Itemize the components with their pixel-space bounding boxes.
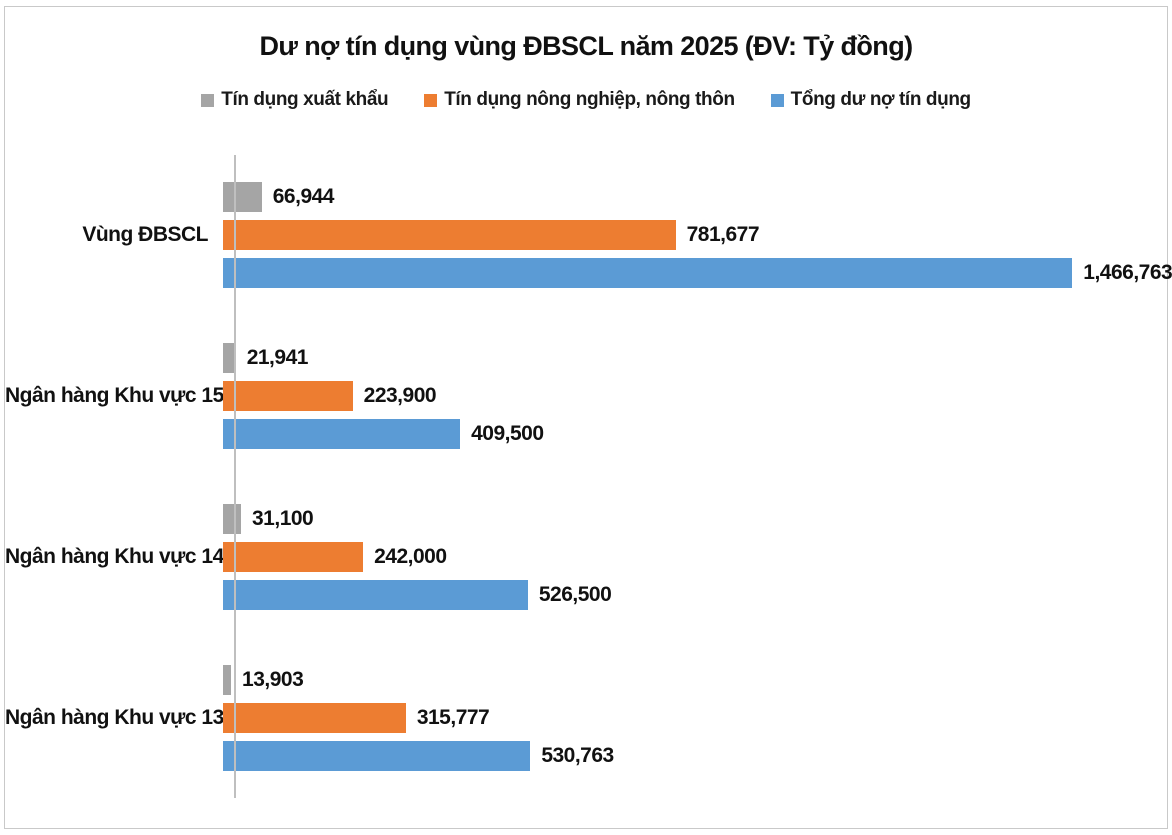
chart-title: Dư nợ tín dụng vùng ĐBSCL năm 2025 (ĐV: … — [259, 31, 914, 61]
bar-row: 13,903 — [223, 664, 1161, 695]
value-label: 781,677 — [686, 223, 760, 247]
category-group: Ngân hàng Khu vực 15 21,941 223,900 409,500 — [5, 343, 1161, 450]
chart-legend: Tín dụng xuất khẩu Tín dụng nông nghiệp, … — [5, 89, 1167, 111]
y-axis-line — [234, 155, 236, 798]
value-label: 13,903 — [242, 667, 304, 691]
bar-row: 21,941 — [223, 343, 1161, 374]
value-label: 526,500 — [538, 582, 612, 606]
bar-row: 409,500 — [223, 419, 1161, 450]
value-label: 21,941 — [246, 346, 309, 370]
value-label: 1,466,763 — [1083, 261, 1172, 285]
category-label: Ngân hàng Khu vực 15 — [5, 384, 224, 408]
bar — [223, 664, 232, 695]
category-label: Ngân hàng Khu vực 14 — [5, 544, 224, 568]
legend-swatch-icon — [201, 93, 215, 107]
legend-item: Tổng dư nợ tín dụng — [770, 89, 971, 111]
bar-row: 315,777 — [223, 702, 1161, 733]
value-label: 66,944 — [272, 185, 335, 209]
bar — [223, 579, 528, 610]
bar-row: 242,000 — [223, 541, 1161, 572]
bar — [223, 419, 461, 450]
bar-row: 31,100 — [223, 503, 1161, 534]
value-label: 31,100 — [252, 506, 314, 530]
bar — [223, 702, 406, 733]
category-label: Vùng ĐBSCL — [82, 223, 208, 247]
bar — [223, 541, 364, 572]
legend-item: Tín dụng xuất khẩu — [201, 89, 389, 111]
bar — [223, 220, 676, 251]
bar — [223, 343, 236, 374]
bar-row: 530,763 — [223, 740, 1161, 771]
legend-swatch-icon — [424, 93, 438, 107]
value-label: 242,000 — [374, 544, 447, 568]
bar — [223, 503, 241, 534]
legend-label: Tín dụng xuất khẩu — [221, 89, 389, 110]
bar-group: 31,100 242,000 526,500 — [221, 503, 1161, 610]
value-label: 409,500 — [471, 422, 544, 446]
category-group: Ngân hàng Khu vực 14 31,100 242,000 526,500 — [5, 503, 1161, 610]
bar-row: 526,500 — [223, 579, 1161, 610]
bar-row: 223,900 — [223, 381, 1161, 412]
legend-label: Tổng dư nợ tín dụng — [790, 89, 971, 110]
bar — [223, 182, 262, 213]
bar-group: 66,944 781,677 1,466,763 — [221, 182, 1172, 289]
bar — [223, 258, 1073, 289]
value-label: 315,777 — [416, 705, 490, 729]
bar-row: 781,677 — [223, 220, 1161, 251]
value-label: 530,763 — [541, 743, 614, 767]
legend-label: Tín dụng nông nghiệp, nông thôn — [444, 89, 735, 110]
bar-row: 1,466,763 — [223, 258, 1172, 289]
bar-group: 21,941 223,900 409,500 — [221, 343, 1161, 450]
category-group: Vùng ĐBSCL 66,944 781,677 1,466,763 — [5, 182, 1172, 289]
chart-frame: Dư nợ tín dụng vùng ĐBSCL năm 2025 (ĐV: … — [4, 6, 1172, 829]
bar-chart-plot-area: Vùng ĐBSCL 66,944 781,677 1,466,763 Ngân hàn… — [5, 155, 1172, 798]
bar-group: 13,903 315,777 530,763 — [221, 664, 1161, 771]
legend-item: Tín dụng nông nghiệp, nông thôn — [424, 89, 735, 111]
bar — [223, 740, 531, 771]
bar — [223, 381, 353, 412]
bar-row: 66,944 — [223, 182, 1161, 213]
category-group: Ngân hàng Khu vực 13 13,903 315,777 530,763 — [5, 664, 1161, 771]
value-label: 223,900 — [363, 384, 437, 408]
legend-swatch-icon — [770, 93, 784, 107]
category-label: Ngân hàng Khu vực 13 — [5, 705, 224, 729]
